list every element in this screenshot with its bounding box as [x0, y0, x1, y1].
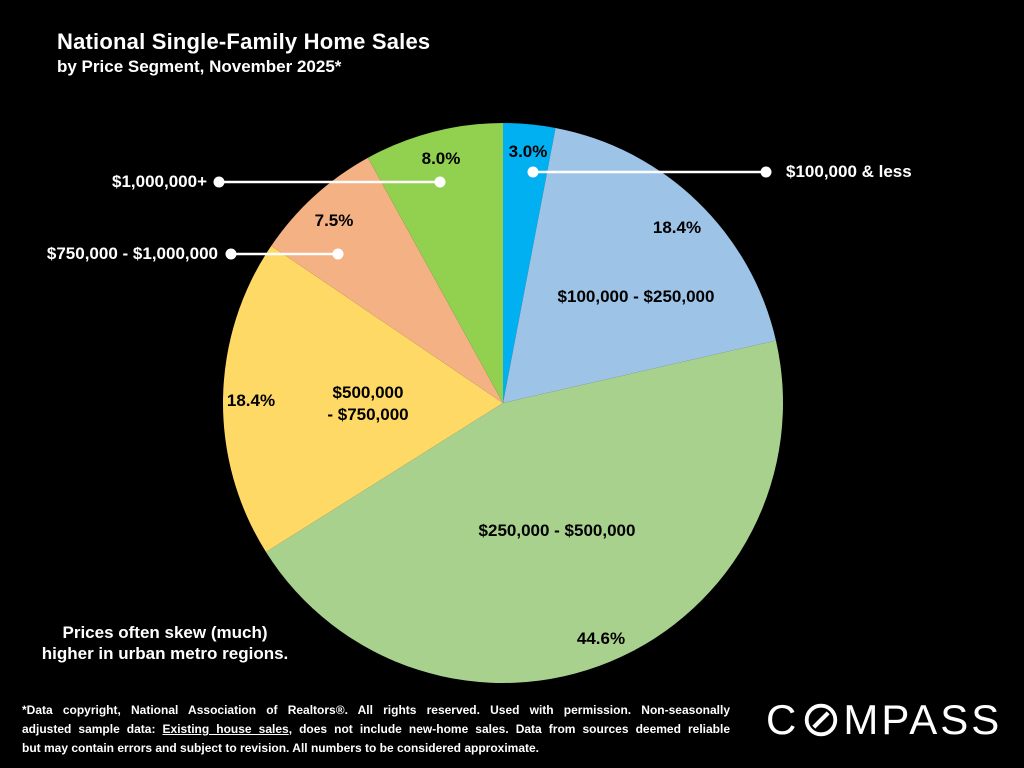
page-subtitle: by Price Segment, November 2025* [57, 57, 342, 76]
note-text: Prices often skew (much) higher in urban… [25, 622, 305, 664]
header: National Single-Family Home Sales by Pri… [57, 28, 430, 78]
slice-name-500k-750k-line2: - $750,000 [327, 405, 409, 424]
pie-slice-750k-1m [271, 157, 503, 403]
pie-slice-500k-750k [222, 245, 503, 553]
footnote-line2-post: , does not include new-home sales. Data … [288, 722, 730, 736]
pie-slice-100k-250k [503, 127, 776, 403]
footnote-line1: *Data copyright, National Association of… [22, 703, 730, 717]
callout-dot [225, 248, 237, 260]
callout-label-100k-less: $100,000 & less [786, 162, 912, 181]
callout-line-1m-plus [213, 176, 446, 188]
compass-logo-o-icon [805, 703, 838, 737]
slice-pct-100k-250k: 18.4% [652, 218, 702, 237]
slice-pct-1m-plus: 8.0% [421, 149, 461, 168]
slice-pct-250k-500k: 44.6% [576, 629, 626, 648]
slice-pct-500k-750k: 18.4% [226, 391, 276, 410]
callout-label-1m-plus: $1,000,000+ [111, 172, 207, 191]
compass-logo-mpass: MPASS [843, 696, 1003, 743]
callout-label-750k-1m: $750,000 - $1,000,000 [46, 244, 218, 263]
footnote-line2-underline: Existing house sales [162, 722, 289, 736]
slice-name-100k-250k: $100,000 - $250,000 [557, 287, 715, 306]
callout-dot [213, 176, 225, 188]
callout-line-100k-less [527, 166, 772, 178]
callout-dot [332, 248, 344, 260]
slice-name-500k-750k-line1: $500,000 [332, 383, 404, 402]
compass-logo: C MPASS [766, 699, 1002, 741]
pie-slice-250k-500k [265, 340, 783, 683]
page-title: National Single-Family Home Sales [57, 29, 431, 54]
footnote-line2-pre: adjusted sample data: [22, 722, 163, 736]
slice-pct-100k-less: 3.0% [508, 142, 548, 161]
footnote-line2: adjusted sample data: Existing house sal… [22, 720, 730, 739]
slice-name-500k-750k: $500,000 - $750,000 [327, 382, 408, 426]
pie-slice-1m-plus [367, 123, 503, 403]
slice-pct-750k-1m: 7.5% [314, 211, 354, 230]
slice-name-250k-500k: $250,000 - $500,000 [478, 521, 636, 540]
callout-dot [527, 166, 539, 178]
footnote-line3: but may contain errors and subject to re… [22, 741, 540, 755]
pie-slice-100k-less [503, 123, 556, 403]
note-line2: higher in urban metro regions. [41, 644, 289, 663]
compass-logo-c: C [766, 696, 800, 743]
callout-line-750k-1m [225, 248, 344, 260]
callout-dot [760, 166, 772, 178]
footnote: *Data copyright, National Association of… [22, 701, 730, 758]
note-line1: Prices often skew (much) [62, 623, 268, 642]
callout-dot [434, 176, 446, 188]
